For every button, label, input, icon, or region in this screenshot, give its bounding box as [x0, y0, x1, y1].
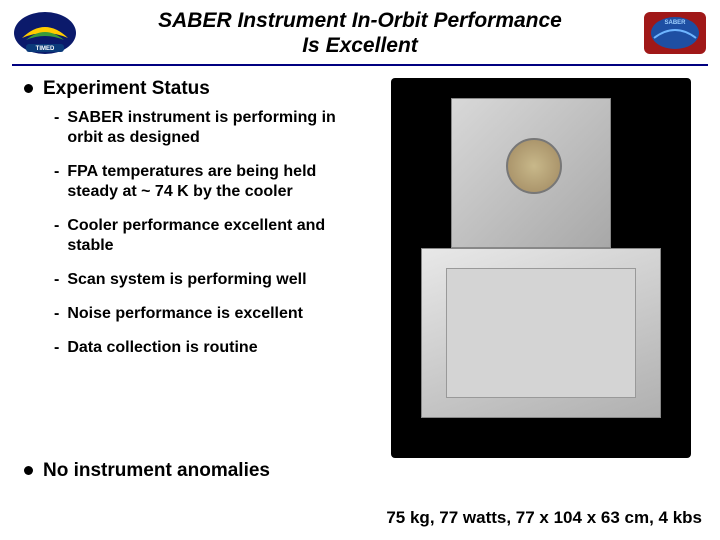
list-item: - Cooler performance excellent and stabl… [54, 216, 364, 256]
instrument-image [391, 78, 691, 458]
title-line-1: SABER Instrument In-Orbit Performance [158, 9, 562, 32]
dash-icon: - [54, 108, 59, 128]
text-column: Experiment Status - SABER instrument is … [24, 78, 364, 458]
content-area: Experiment Status - SABER instrument is … [0, 74, 720, 458]
instrument-panel [446, 268, 636, 398]
bullet-text: Scan system is performing well [67, 270, 306, 290]
instrument-aperture [506, 138, 562, 194]
timed-logo: TIMED [12, 10, 78, 56]
dash-icon: - [54, 216, 59, 236]
bullet-dot-icon [24, 84, 33, 93]
list-item: - Data collection is routine [54, 338, 364, 358]
header-rule [12, 64, 708, 66]
dash-icon: - [54, 338, 59, 358]
saber-logo: SABER [642, 10, 708, 56]
spec-caption: 75 kg, 77 watts, 77 x 104 x 63 cm, 4 kbs [386, 508, 702, 528]
section-heading: Experiment Status [43, 78, 210, 100]
footer-bullet: No instrument anomalies [43, 460, 270, 482]
bullet-text: Cooler performance excellent and stable [67, 216, 364, 256]
bullet-text: Data collection is routine [67, 338, 257, 358]
slide-header: TIMED SABER Instrument In-Orbit Performa… [0, 0, 720, 62]
dash-icon: - [54, 304, 59, 324]
slide-title: SABER Instrument In-Orbit Performance Is… [78, 8, 642, 58]
bullet-text: FPA temperatures are being held steady a… [67, 162, 364, 202]
saber-logo-text: SABER [664, 20, 686, 26]
bullet-text: Noise performance is excellent [67, 304, 303, 324]
footer-bullet-row: No instrument anomalies [0, 460, 720, 482]
list-item: - Noise performance is excellent [54, 304, 364, 324]
dash-icon: - [54, 162, 59, 182]
list-item: - SABER instrument is performing in orbi… [54, 108, 364, 148]
sub-bullet-list: - SABER instrument is performing in orbi… [24, 108, 364, 358]
bullet-text: SABER instrument is performing in orbit … [67, 108, 364, 148]
section-heading-row: Experiment Status [24, 78, 364, 100]
list-item: - Scan system is performing well [54, 270, 364, 290]
title-line-2: Is Excellent [302, 34, 418, 57]
bullet-dot-icon [24, 466, 33, 475]
list-item: - FPA temperatures are being held steady… [54, 162, 364, 202]
dash-icon: - [54, 270, 59, 290]
image-column [364, 78, 704, 458]
timed-logo-text: TIMED [36, 46, 55, 52]
